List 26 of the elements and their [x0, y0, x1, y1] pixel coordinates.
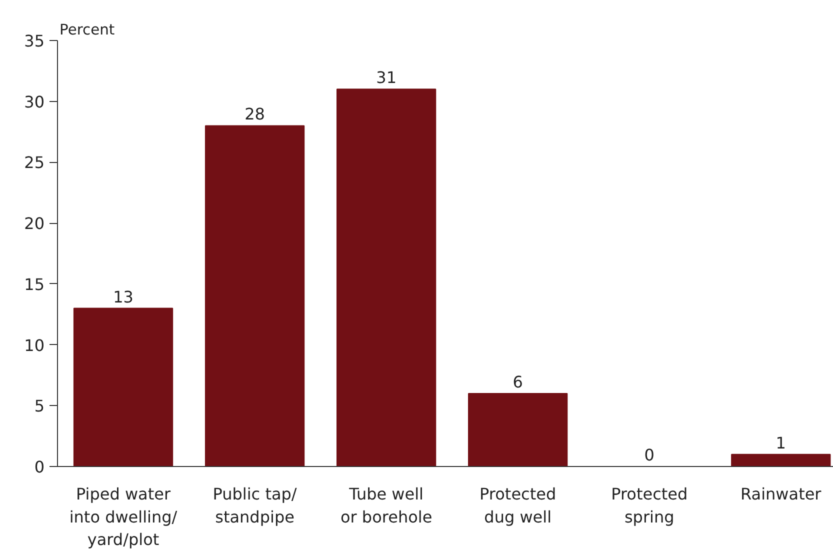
x-tick-label: Protected spring: [611, 484, 688, 526]
x-tick-label: Piped water into dwelling/ yard/plot: [69, 484, 178, 550]
y-tick-label: 30: [24, 92, 44, 112]
x-tick-label: Tube well or borehole: [340, 484, 432, 526]
data-label: 13: [113, 287, 134, 306]
data-label: 6: [512, 372, 523, 392]
y-tick-label: 20: [24, 214, 44, 234]
y-tick-label: 10: [24, 336, 44, 355]
bar: [468, 392, 568, 466]
y-tick-label: 35: [24, 32, 44, 50]
y-tick-label: 25: [24, 153, 44, 172]
data-label: 28: [244, 104, 265, 124]
y-tick-label: 5: [34, 396, 45, 416]
x-tick-label: Public tap/ standpipe: [212, 484, 298, 526]
data-label: 1: [776, 433, 786, 452]
y-tick-label: 15: [24, 274, 44, 294]
data-label: 0: [644, 446, 654, 464]
data-label: 31: [376, 68, 396, 88]
y-axis-title: Percent: [60, 22, 115, 38]
x-tick-label: Rainwater: [740, 484, 822, 504]
x-tick-label: Protected dug well: [480, 484, 556, 526]
bar: [731, 454, 831, 466]
bar: [73, 308, 174, 466]
bar: [204, 125, 305, 466]
bar: [336, 88, 436, 466]
y-tick-label: 0: [34, 458, 45, 476]
